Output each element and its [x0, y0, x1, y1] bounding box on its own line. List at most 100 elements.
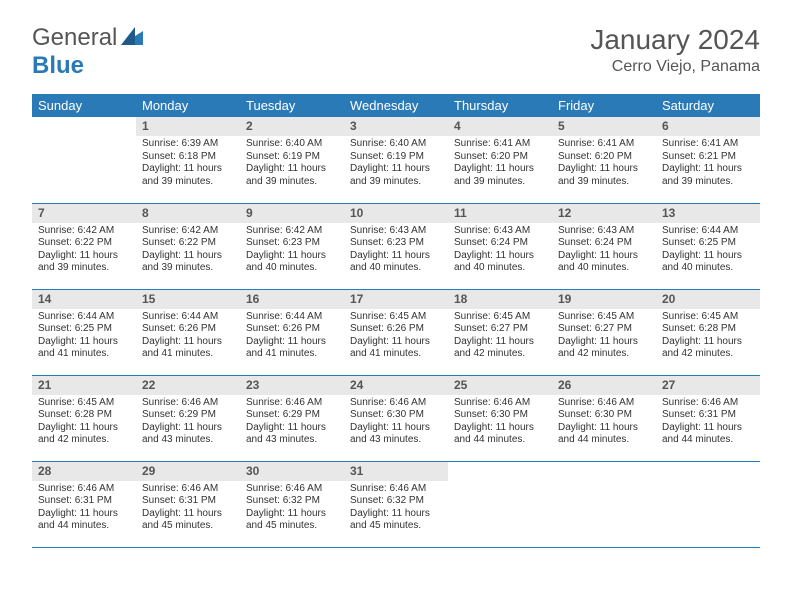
day-number: 17	[344, 290, 448, 309]
day-details: Sunrise: 6:45 AMSunset: 6:27 PMDaylight:…	[552, 309, 656, 365]
location: Cerro Viejo, Panama	[590, 58, 760, 76]
calendar-row: 21Sunrise: 6:45 AMSunset: 6:28 PMDayligh…	[32, 375, 760, 461]
calendar-cell	[448, 461, 552, 547]
calendar-row: 7Sunrise: 6:42 AMSunset: 6:22 PMDaylight…	[32, 203, 760, 289]
day-number: 10	[344, 204, 448, 223]
calendar-cell: 7Sunrise: 6:42 AMSunset: 6:22 PMDaylight…	[32, 203, 136, 289]
day-number: 7	[32, 204, 136, 223]
day-number: 13	[656, 204, 760, 223]
day-details: Sunrise: 6:46 AMSunset: 6:31 PMDaylight:…	[656, 395, 760, 451]
day-details: Sunrise: 6:45 AMSunset: 6:28 PMDaylight:…	[656, 309, 760, 365]
day-number: 26	[552, 376, 656, 395]
calendar-cell: 27Sunrise: 6:46 AMSunset: 6:31 PMDayligh…	[656, 375, 760, 461]
day-details: Sunrise: 6:43 AMSunset: 6:24 PMDaylight:…	[552, 223, 656, 279]
day-number: 1	[136, 117, 240, 136]
day-details: Sunrise: 6:44 AMSunset: 6:25 PMDaylight:…	[32, 309, 136, 365]
calendar-cell: 8Sunrise: 6:42 AMSunset: 6:22 PMDaylight…	[136, 203, 240, 289]
day-number: 14	[32, 290, 136, 309]
day-number: 5	[552, 117, 656, 136]
logo: General	[32, 24, 143, 52]
day-number: 11	[448, 204, 552, 223]
day-details: Sunrise: 6:44 AMSunset: 6:26 PMDaylight:…	[136, 309, 240, 365]
calendar-cell: 30Sunrise: 6:46 AMSunset: 6:32 PMDayligh…	[240, 461, 344, 547]
day-details: Sunrise: 6:43 AMSunset: 6:23 PMDaylight:…	[344, 223, 448, 279]
day-details: Sunrise: 6:43 AMSunset: 6:24 PMDaylight:…	[448, 223, 552, 279]
calendar-cell: 4Sunrise: 6:41 AMSunset: 6:20 PMDaylight…	[448, 117, 552, 203]
day-details: Sunrise: 6:46 AMSunset: 6:30 PMDaylight:…	[552, 395, 656, 451]
day-details: Sunrise: 6:45 AMSunset: 6:27 PMDaylight:…	[448, 309, 552, 365]
calendar-cell: 25Sunrise: 6:46 AMSunset: 6:30 PMDayligh…	[448, 375, 552, 461]
day-number: 25	[448, 376, 552, 395]
calendar-cell: 26Sunrise: 6:46 AMSunset: 6:30 PMDayligh…	[552, 375, 656, 461]
day-details: Sunrise: 6:42 AMSunset: 6:22 PMDaylight:…	[32, 223, 136, 279]
day-details: Sunrise: 6:41 AMSunset: 6:20 PMDaylight:…	[552, 136, 656, 192]
day-details: Sunrise: 6:46 AMSunset: 6:32 PMDaylight:…	[344, 481, 448, 537]
calendar-body: 1Sunrise: 6:39 AMSunset: 6:18 PMDaylight…	[32, 117, 760, 547]
day-number: 3	[344, 117, 448, 136]
day-details: Sunrise: 6:42 AMSunset: 6:22 PMDaylight:…	[136, 223, 240, 279]
day-details: Sunrise: 6:45 AMSunset: 6:26 PMDaylight:…	[344, 309, 448, 365]
calendar-cell: 14Sunrise: 6:44 AMSunset: 6:25 PMDayligh…	[32, 289, 136, 375]
calendar-cell: 17Sunrise: 6:45 AMSunset: 6:26 PMDayligh…	[344, 289, 448, 375]
calendar-head: SundayMondayTuesdayWednesdayThursdayFrid…	[32, 94, 760, 117]
calendar-cell: 20Sunrise: 6:45 AMSunset: 6:28 PMDayligh…	[656, 289, 760, 375]
day-details: Sunrise: 6:41 AMSunset: 6:20 PMDaylight:…	[448, 136, 552, 192]
month-title: January 2024	[590, 24, 760, 56]
day-details: Sunrise: 6:40 AMSunset: 6:19 PMDaylight:…	[240, 136, 344, 192]
day-details: Sunrise: 6:40 AMSunset: 6:19 PMDaylight:…	[344, 136, 448, 192]
calendar-cell	[656, 461, 760, 547]
calendar-cell: 19Sunrise: 6:45 AMSunset: 6:27 PMDayligh…	[552, 289, 656, 375]
day-number: 23	[240, 376, 344, 395]
calendar-cell: 2Sunrise: 6:40 AMSunset: 6:19 PMDaylight…	[240, 117, 344, 203]
calendar-cell: 13Sunrise: 6:44 AMSunset: 6:25 PMDayligh…	[656, 203, 760, 289]
day-details: Sunrise: 6:46 AMSunset: 6:29 PMDaylight:…	[240, 395, 344, 451]
day-number: 19	[552, 290, 656, 309]
calendar-cell: 15Sunrise: 6:44 AMSunset: 6:26 PMDayligh…	[136, 289, 240, 375]
calendar-cell: 5Sunrise: 6:41 AMSunset: 6:20 PMDaylight…	[552, 117, 656, 203]
day-number: 6	[656, 117, 760, 136]
calendar-cell: 21Sunrise: 6:45 AMSunset: 6:28 PMDayligh…	[32, 375, 136, 461]
title-block: January 2024 Cerro Viejo, Panama	[590, 24, 760, 76]
logo-mark-icon	[121, 24, 143, 52]
day-number: 22	[136, 376, 240, 395]
day-number: 12	[552, 204, 656, 223]
calendar-cell: 10Sunrise: 6:43 AMSunset: 6:23 PMDayligh…	[344, 203, 448, 289]
day-details: Sunrise: 6:39 AMSunset: 6:18 PMDaylight:…	[136, 136, 240, 192]
day-details: Sunrise: 6:45 AMSunset: 6:28 PMDaylight:…	[32, 395, 136, 451]
day-details: Sunrise: 6:41 AMSunset: 6:21 PMDaylight:…	[656, 136, 760, 192]
weekday-header: Friday	[552, 94, 656, 117]
weekday-header: Thursday	[448, 94, 552, 117]
day-number: 15	[136, 290, 240, 309]
calendar-cell: 12Sunrise: 6:43 AMSunset: 6:24 PMDayligh…	[552, 203, 656, 289]
calendar-cell	[32, 117, 136, 203]
day-number: 8	[136, 204, 240, 223]
day-details: Sunrise: 6:42 AMSunset: 6:23 PMDaylight:…	[240, 223, 344, 279]
calendar-cell: 9Sunrise: 6:42 AMSunset: 6:23 PMDaylight…	[240, 203, 344, 289]
calendar-row: 1Sunrise: 6:39 AMSunset: 6:18 PMDaylight…	[32, 117, 760, 203]
day-number: 24	[344, 376, 448, 395]
day-number: 9	[240, 204, 344, 223]
calendar-table: SundayMondayTuesdayWednesdayThursdayFrid…	[32, 94, 760, 548]
day-number: 31	[344, 462, 448, 481]
weekday-header: Wednesday	[344, 94, 448, 117]
day-number: 18	[448, 290, 552, 309]
day-details: Sunrise: 6:44 AMSunset: 6:25 PMDaylight:…	[656, 223, 760, 279]
day-number: 30	[240, 462, 344, 481]
calendar-cell: 18Sunrise: 6:45 AMSunset: 6:27 PMDayligh…	[448, 289, 552, 375]
day-details: Sunrise: 6:46 AMSunset: 6:31 PMDaylight:…	[136, 481, 240, 537]
day-number: 27	[656, 376, 760, 395]
calendar-cell: 1Sunrise: 6:39 AMSunset: 6:18 PMDaylight…	[136, 117, 240, 203]
calendar-cell: 23Sunrise: 6:46 AMSunset: 6:29 PMDayligh…	[240, 375, 344, 461]
calendar-cell: 31Sunrise: 6:46 AMSunset: 6:32 PMDayligh…	[344, 461, 448, 547]
calendar-cell: 29Sunrise: 6:46 AMSunset: 6:31 PMDayligh…	[136, 461, 240, 547]
calendar-cell: 16Sunrise: 6:44 AMSunset: 6:26 PMDayligh…	[240, 289, 344, 375]
calendar-row: 28Sunrise: 6:46 AMSunset: 6:31 PMDayligh…	[32, 461, 760, 547]
weekday-header: Tuesday	[240, 94, 344, 117]
day-number: 16	[240, 290, 344, 309]
calendar-cell: 22Sunrise: 6:46 AMSunset: 6:29 PMDayligh…	[136, 375, 240, 461]
calendar-cell: 24Sunrise: 6:46 AMSunset: 6:30 PMDayligh…	[344, 375, 448, 461]
day-details: Sunrise: 6:46 AMSunset: 6:29 PMDaylight:…	[136, 395, 240, 451]
day-details: Sunrise: 6:44 AMSunset: 6:26 PMDaylight:…	[240, 309, 344, 365]
day-number: 20	[656, 290, 760, 309]
calendar-cell	[552, 461, 656, 547]
